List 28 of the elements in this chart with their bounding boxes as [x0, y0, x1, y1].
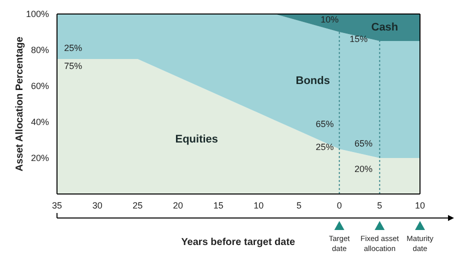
y-axis-title: Asset Allocation Percentage	[14, 36, 26, 172]
x-tick-label: 10	[414, 200, 426, 210]
x-tick-label: 35	[52, 200, 62, 210]
y-tick-label: 100%	[26, 9, 49, 20]
x-tick-label: 20	[172, 200, 184, 210]
x-tick-label: 10	[254, 200, 264, 210]
x-tick-label: 5	[377, 200, 382, 210]
series-label: Equities	[175, 134, 218, 146]
y-tick-label: 20%	[30, 153, 49, 164]
x-tick-label: 5	[296, 200, 302, 210]
y-tick-label: 60%	[30, 81, 49, 92]
y-tick-label: 80%	[30, 45, 49, 56]
x-tick-label: 30	[92, 200, 102, 210]
annotation: 25%	[64, 43, 82, 54]
x-tick-label: 25	[132, 200, 143, 210]
annotation: 25%	[316, 142, 334, 152]
series-label: Bonds	[296, 74, 330, 87]
annotation: 15%	[350, 34, 368, 44]
annotation: 65%	[316, 118, 334, 129]
annotation: 75%	[64, 61, 82, 72]
annotation: 10%	[320, 14, 339, 24]
x-axis-title: Years before target date	[181, 237, 296, 248]
annotation: 65%	[354, 138, 373, 149]
x-tick-label: 15	[213, 200, 224, 210]
series-label: Cash	[371, 22, 398, 34]
x-tick-label: 0	[336, 200, 342, 210]
y-tick-label: 40%	[30, 117, 49, 128]
annotation: 20%	[354, 164, 373, 174]
